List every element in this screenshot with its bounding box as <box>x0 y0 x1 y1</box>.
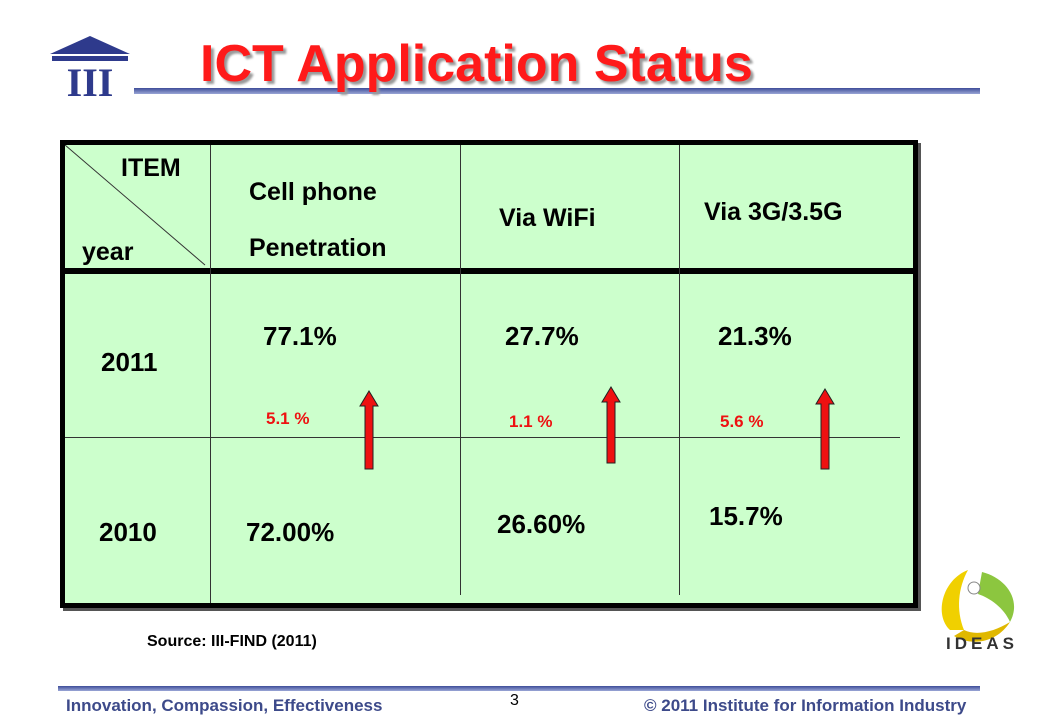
value-2011-3g: 21.3% <box>718 321 792 351</box>
ideas-logo-icon <box>941 570 1015 642</box>
delta-3g: 5.6 % <box>720 412 764 431</box>
col-header-wifi: Via WiFi <box>499 204 596 232</box>
ideas-logo-text: IDEAS <box>946 634 1018 653</box>
col-header-cellphone-line1: Cell phone <box>249 178 377 206</box>
source-note: Source: III-FIND (2011) <box>147 633 317 650</box>
header-separator <box>60 268 918 274</box>
value-2010-cellphone: 72.00% <box>246 517 335 547</box>
value-2010-3g: 15.7% <box>709 501 783 531</box>
iii-logo-text: III <box>67 60 114 100</box>
row-divider <box>65 437 900 438</box>
corner-item-label: ITEM <box>121 154 181 182</box>
footer-tagline: Innovation, Compassion, Effectiveness <box>66 696 383 715</box>
value-2011-wifi: 27.7% <box>505 321 579 351</box>
up-arrow-icon <box>815 388 835 470</box>
page-title: ICT Application Status <box>200 35 753 93</box>
up-arrow-icon <box>359 390 379 470</box>
corner-year-label: year <box>82 238 134 266</box>
column-divider-3 <box>679 145 680 595</box>
status-table <box>60 140 918 608</box>
title-rule <box>134 88 980 94</box>
corner-diagonal <box>65 145 206 266</box>
column-divider-2 <box>460 145 461 595</box>
iii-logo-icon: III <box>50 36 130 100</box>
page-number: 3 <box>510 692 519 709</box>
col-header-3g: Via 3G/3.5G <box>704 198 843 226</box>
footer-copyright: © 2011 Institute for Information Industr… <box>644 696 967 715</box>
delta-wifi: 1.1 % <box>509 412 553 431</box>
value-2010-wifi: 26.60% <box>497 509 586 539</box>
row-year-2011: 2011 <box>101 347 158 377</box>
footer-rule <box>58 686 980 691</box>
col-header-cellphone-line2: Penetration <box>249 234 387 262</box>
row-year-2010: 2010 <box>99 517 157 547</box>
value-2011-cellphone: 77.1% <box>263 321 337 351</box>
up-arrow-icon <box>601 386 621 464</box>
column-divider-1 <box>210 145 211 603</box>
delta-cellphone: 5.1 % <box>266 409 310 428</box>
